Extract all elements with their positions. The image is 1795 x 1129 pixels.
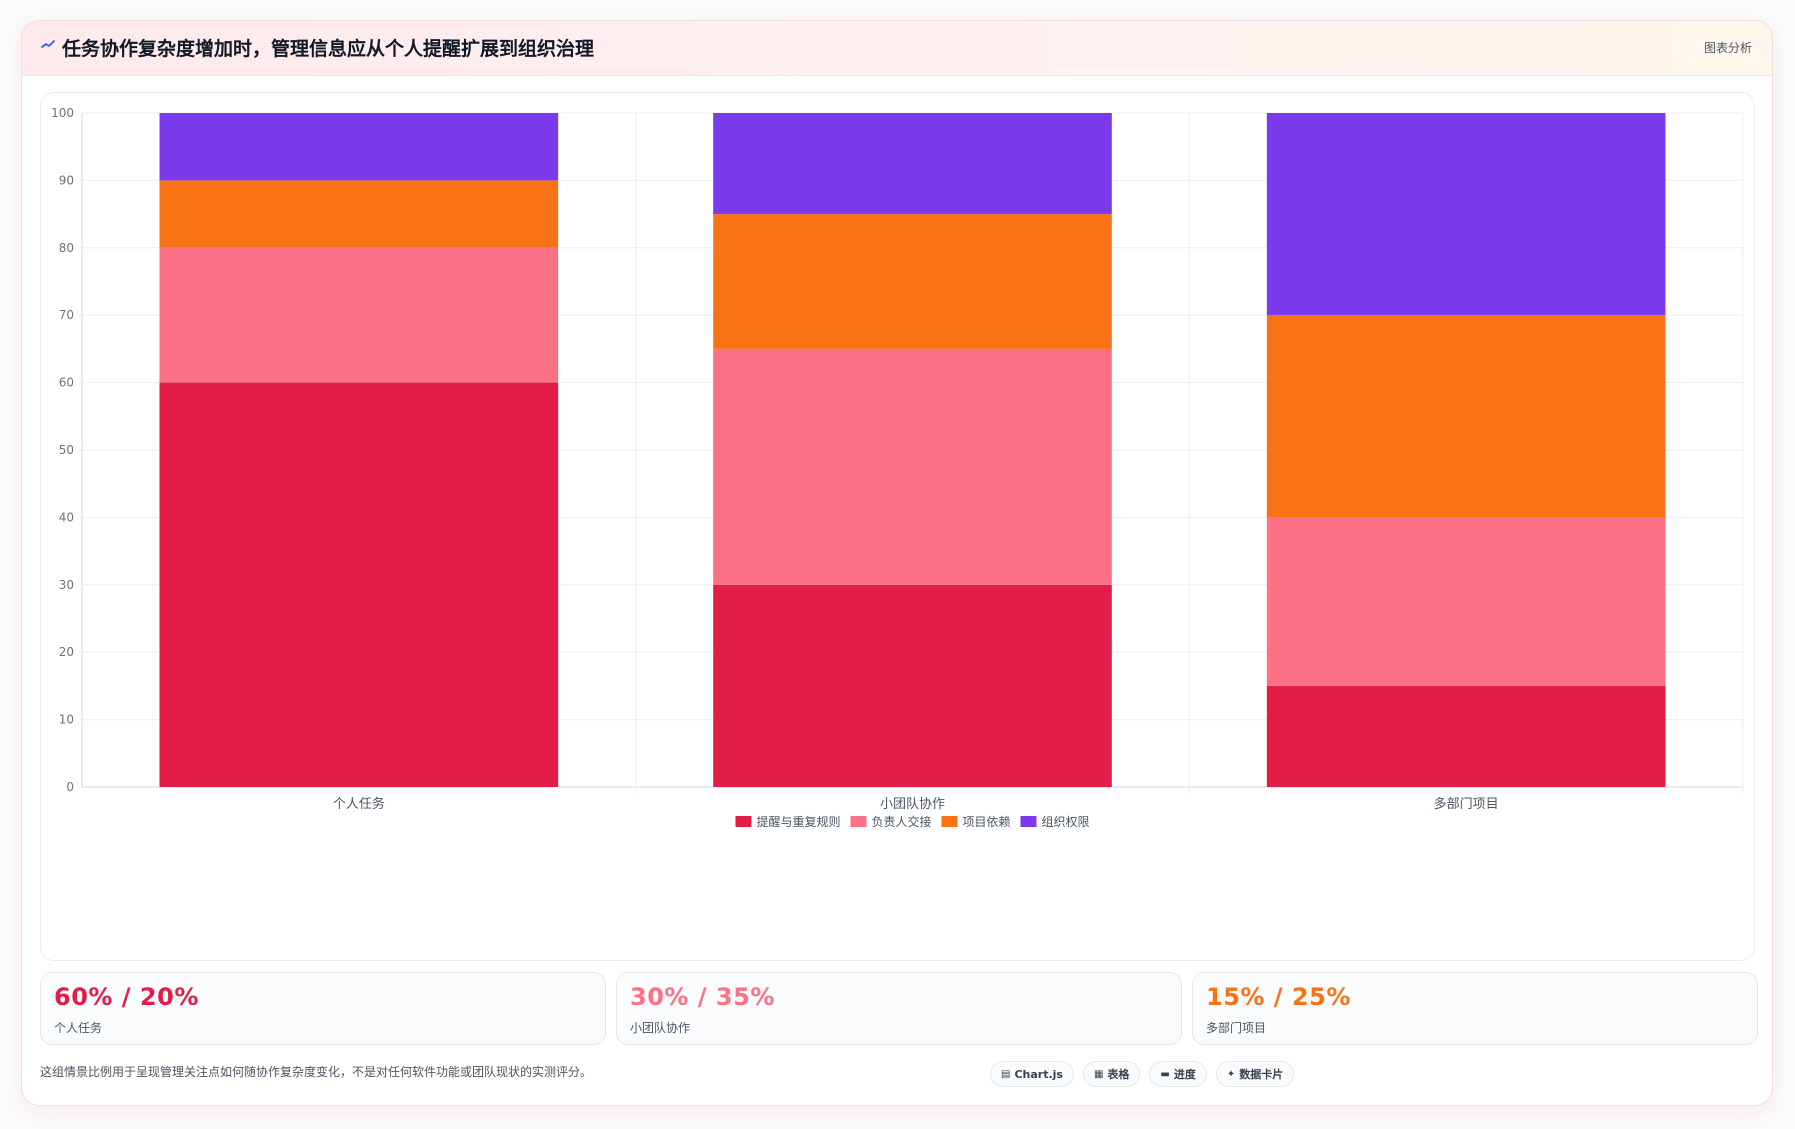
- legend-label: 负责人交接: [871, 814, 931, 829]
- stat-label: 个人任务: [54, 1021, 103, 1035]
- stat-card-multi-dept: 15% / 25% 多部门项目: [1192, 972, 1758, 1045]
- legend-swatch: [735, 816, 752, 827]
- bar-segment: [159, 382, 559, 787]
- y-tick-label: 100: [51, 106, 74, 120]
- y-tick-label: 70: [59, 308, 74, 322]
- chip-label: Chart.js: [1014, 1067, 1063, 1081]
- stacked-bar-chart: 0 10 20 30 40 50 60 70 80 90 100 个人任务 小团队协作 多部门项目提醒与重…: [51, 106, 1744, 829]
- page-title: 任务协作复杂度增加时，管理信息应从个人提醒扩展到组织治理: [62, 38, 595, 60]
- legend-label: 组织权限: [1042, 815, 1090, 829]
- legend-swatch: [1020, 816, 1037, 827]
- y-tick-label: 30: [59, 578, 74, 592]
- bar-segment: [713, 113, 1112, 215]
- bar-segment: [713, 584, 1112, 787]
- chip-label: 表格: [1107, 1068, 1130, 1081]
- bar-segment: [713, 348, 1112, 585]
- legend-label: 提醒与重复规则: [756, 814, 840, 829]
- stat-value: 60% / 20%: [54, 983, 199, 1011]
- header-tag: 图表分析: [1703, 41, 1752, 55]
- bar-segment: [1266, 685, 1666, 787]
- bar-segment: [713, 214, 1112, 349]
- progress-icon: ▬: [1160, 1068, 1170, 1080]
- chip-data-card[interactable]: ✦ 数据卡片: [1215, 1061, 1295, 1087]
- bar-segment: [159, 247, 559, 383]
- legend-swatch: [850, 816, 867, 827]
- stat-value: 15% / 25%: [1206, 983, 1351, 1011]
- bar-segment: [159, 113, 559, 181]
- chip-progress[interactable]: ▬ 进度: [1149, 1061, 1207, 1087]
- x-tick-label: 多部门项目: [1434, 796, 1499, 812]
- y-tick-label: 60: [59, 376, 74, 390]
- y-tick-label: 40: [59, 510, 74, 524]
- stat-card-personal: 60% / 20% 个人任务: [40, 972, 606, 1045]
- bar-segment: [1266, 113, 1666, 316]
- x-tick-label: 个人任务: [333, 796, 385, 812]
- sparkle-icon: ✦: [1226, 1068, 1236, 1080]
- chip-chartjs[interactable]: ▤ Chart.js: [990, 1061, 1074, 1087]
- bar-segment: [1266, 315, 1666, 518]
- stat-label: 小团队协作: [630, 1021, 691, 1035]
- bar-segment: [1266, 517, 1666, 686]
- legend-label: 项目依赖: [963, 814, 1011, 829]
- y-tick-label: 80: [59, 241, 74, 255]
- chart-card: 任务协作复杂度增加时，管理信息应从个人提醒扩展到组织治理 图表分析 0 10 20 3…: [21, 20, 1773, 1106]
- y-tick-label: 10: [59, 713, 74, 727]
- chart-icon: ▤: [1001, 1068, 1011, 1080]
- chip-label: 进度: [1173, 1068, 1196, 1081]
- chip-table[interactable]: ▦ 表格: [1082, 1061, 1141, 1087]
- legend-swatch: [941, 816, 958, 827]
- chip-row: ▤ Chart.js ▦ 表格 ▬ 进度 ✦ 数据卡片: [990, 1061, 1295, 1087]
- stat-label: 多部门项目: [1206, 1021, 1267, 1035]
- bar-segment: [159, 180, 559, 248]
- stat-card-small-team: 30% / 35% 小团队协作: [616, 972, 1182, 1045]
- chart-panel: 0 10 20 30 40 50 60 70 80 90 100 个人任务 小团队协作 多部门项目提醒与重…: [40, 92, 1755, 961]
- y-tick-label: 90: [59, 173, 74, 187]
- chart-line-icon: [38, 37, 58, 57]
- y-tick-label: 0: [66, 780, 74, 794]
- stat-value: 30% / 35%: [630, 983, 775, 1011]
- chip-label: 数据卡片: [1239, 1068, 1284, 1081]
- x-tick-label: 小团队协作: [880, 797, 945, 812]
- footnote: 这组情景比例用于呈现管理关注点如何随协作复杂度变化，不是对任何软件功能或团队现状…: [40, 1065, 593, 1079]
- y-tick-label: 20: [59, 645, 74, 659]
- card-header: 任务协作复杂度增加时，管理信息应从个人提醒扩展到组织治理 图表分析: [22, 21, 1772, 76]
- table-icon: ▦: [1093, 1068, 1104, 1080]
- y-tick-label: 50: [59, 443, 74, 457]
